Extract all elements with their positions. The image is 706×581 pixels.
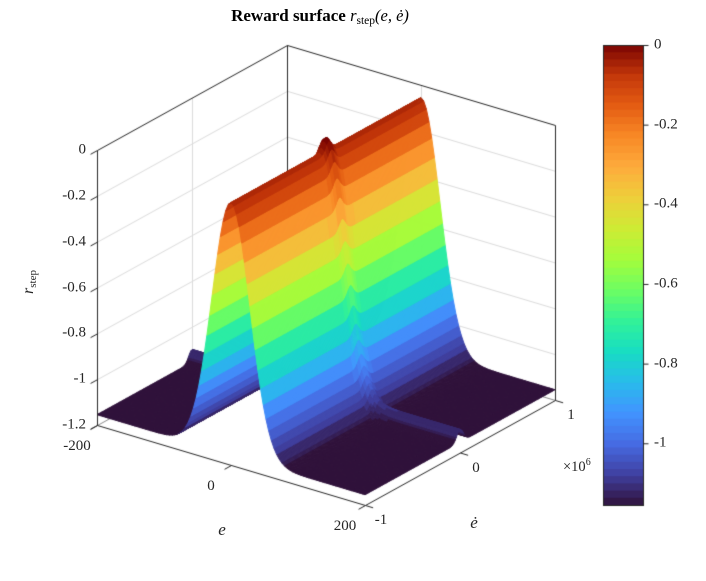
y-axis-label: ė (470, 513, 478, 532)
z-axis-label: rstep (20, 270, 39, 294)
title-arguments: (e, ė) (375, 6, 409, 25)
title-subscript: step (356, 15, 376, 27)
title-bold-text: Reward surface (231, 6, 351, 25)
title-variable: r (350, 6, 357, 25)
chart-title: Reward surface rstep(e, ė) (0, 6, 640, 27)
y-axis-exponent-label: ×106 (563, 457, 591, 475)
x-axis-label: e (218, 520, 226, 539)
